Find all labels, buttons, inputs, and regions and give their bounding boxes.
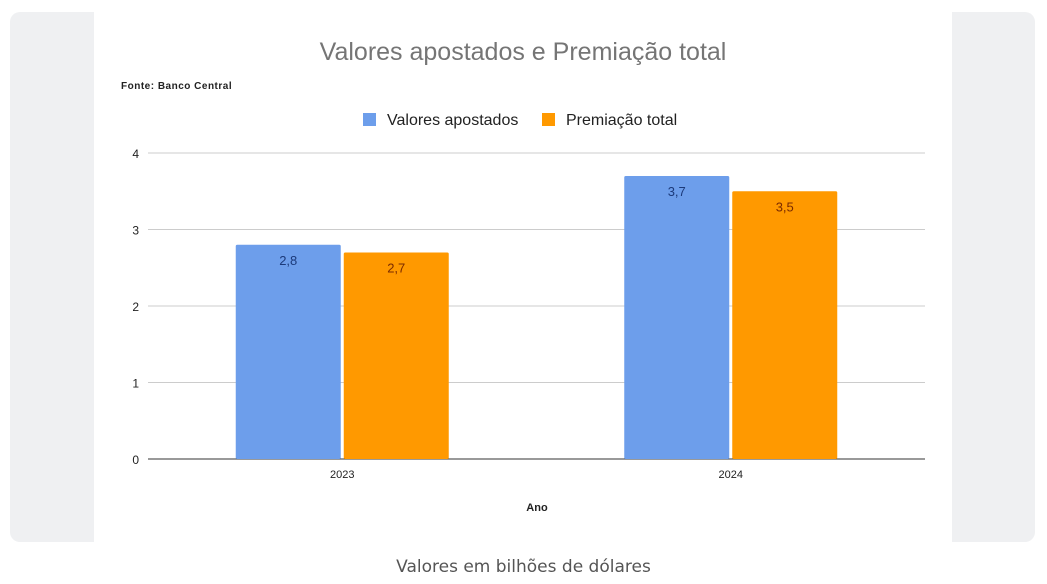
legend-label-1: Premiação total xyxy=(566,112,677,129)
x-tick-label: 2023 xyxy=(330,469,354,481)
x-tick-label: 2024 xyxy=(719,469,743,481)
y-tick-label: 1 xyxy=(132,377,139,391)
chart-caption: Valores em bilhões de dólares xyxy=(396,557,651,577)
y-tick-label: 3 xyxy=(132,224,139,238)
bar-2023-1 xyxy=(343,252,449,459)
data-label: 2,7 xyxy=(387,260,405,275)
legend-swatch-1 xyxy=(542,113,555,126)
data-label: 2,8 xyxy=(279,253,297,268)
x-axis-title: Ano xyxy=(526,502,548,514)
bar-2024-1 xyxy=(732,191,838,459)
y-tick-label: 0 xyxy=(132,453,139,467)
chart-title: Valores apostados e Premiação total xyxy=(320,38,727,66)
y-tick-label: 4 xyxy=(132,147,139,161)
legend-swatch-0 xyxy=(363,113,376,126)
chart-source: Fonte: Banco Central xyxy=(121,81,232,92)
data-label: 3,7 xyxy=(668,184,686,199)
legend-label-0: Valores apostados xyxy=(387,112,518,129)
data-label: 3,5 xyxy=(776,199,794,214)
bar-2024-0 xyxy=(624,175,730,459)
bar-2023-0 xyxy=(235,244,341,459)
y-tick-label: 2 xyxy=(132,300,139,314)
